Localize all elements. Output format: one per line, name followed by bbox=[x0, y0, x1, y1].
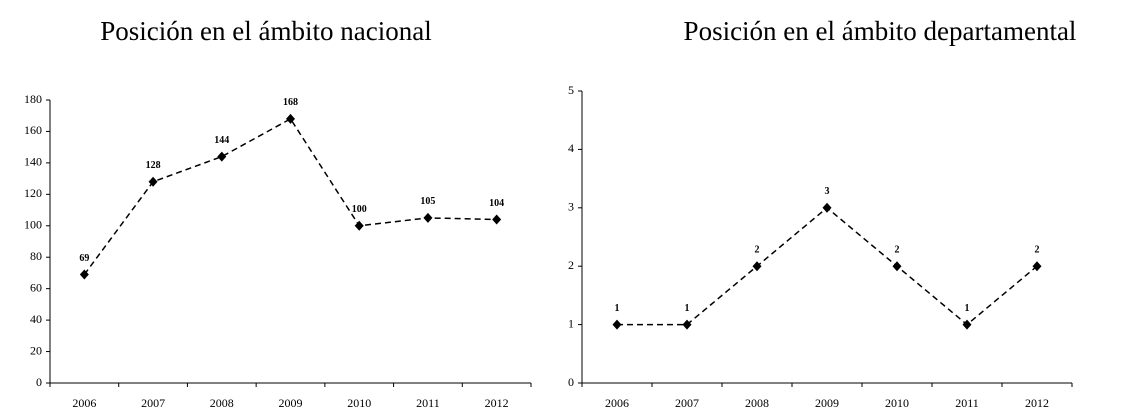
y-tick-label: 100 bbox=[24, 218, 42, 232]
data-label: 144 bbox=[214, 135, 229, 146]
y-tick-label: 140 bbox=[24, 155, 42, 169]
x-tick-label: 2012 bbox=[485, 396, 509, 409]
y-tick-label: 120 bbox=[24, 186, 42, 200]
marker bbox=[612, 319, 622, 330]
line bbox=[617, 206, 1038, 326]
data-label: 1 bbox=[615, 303, 620, 314]
marker bbox=[286, 113, 295, 124]
x-tick-label: 2008 bbox=[745, 396, 769, 409]
data-label: 3 bbox=[825, 186, 830, 197]
data-label: 168 bbox=[283, 97, 298, 108]
chart-title: Posición en el ámbito departamental bbox=[684, 16, 1077, 46]
x-tick-label: 2012 bbox=[1025, 396, 1049, 409]
y-tick-label: 3 bbox=[568, 200, 574, 214]
data-label: 69 bbox=[79, 253, 89, 264]
data-label: 1 bbox=[685, 303, 690, 314]
data-label: 2 bbox=[755, 244, 760, 255]
y-tick-label: 0 bbox=[568, 375, 574, 389]
x-tick-label: 2007 bbox=[141, 396, 165, 409]
x-tick-label: 2009 bbox=[279, 396, 303, 409]
marker bbox=[79, 269, 89, 280]
y-tick-label: 1 bbox=[568, 316, 574, 330]
x-tick-label: 2011 bbox=[955, 396, 979, 409]
x-tick-label: 2010 bbox=[885, 396, 909, 409]
y-tick-label: 60 bbox=[30, 280, 42, 294]
data-label: 105 bbox=[420, 196, 435, 207]
data-label: 100 bbox=[352, 204, 367, 215]
x-tick-label: 2007 bbox=[675, 396, 699, 409]
data-label: 2 bbox=[895, 244, 900, 255]
y-tick-label: 20 bbox=[30, 343, 42, 357]
y-tick-label: 160 bbox=[24, 123, 42, 137]
y-tick-label: 80 bbox=[30, 249, 42, 263]
x-tick-label: 2006 bbox=[72, 396, 96, 409]
chart-title: Posición en el ámbito nacional bbox=[100, 16, 431, 46]
y-tick-label: 0 bbox=[36, 375, 42, 389]
marker bbox=[492, 214, 502, 225]
y-tick-label: 4 bbox=[568, 141, 574, 155]
x-tick-label: 2006 bbox=[605, 396, 629, 409]
marker bbox=[962, 319, 972, 330]
y-tick-label: 180 bbox=[24, 92, 42, 106]
x-tick-label: 2010 bbox=[347, 396, 371, 409]
marker bbox=[752, 261, 762, 272]
marker bbox=[354, 220, 364, 231]
data-label: 2 bbox=[1035, 244, 1040, 255]
marker bbox=[148, 176, 158, 187]
data-label: 1 bbox=[965, 303, 970, 314]
data-label: 128 bbox=[146, 160, 161, 171]
marker bbox=[423, 212, 433, 223]
marker bbox=[1032, 261, 1042, 272]
x-tick-label: 2009 bbox=[815, 396, 839, 409]
data-label: 104 bbox=[489, 198, 504, 209]
y-tick-label: 2 bbox=[568, 258, 574, 272]
marker bbox=[892, 261, 902, 272]
marker bbox=[822, 202, 832, 213]
marker bbox=[217, 151, 227, 162]
y-tick-label: 5 bbox=[568, 83, 574, 97]
x-tick-label: 2008 bbox=[210, 396, 234, 409]
marker bbox=[682, 319, 692, 330]
y-tick-label: 40 bbox=[30, 312, 42, 326]
x-tick-label: 2011 bbox=[416, 396, 440, 409]
